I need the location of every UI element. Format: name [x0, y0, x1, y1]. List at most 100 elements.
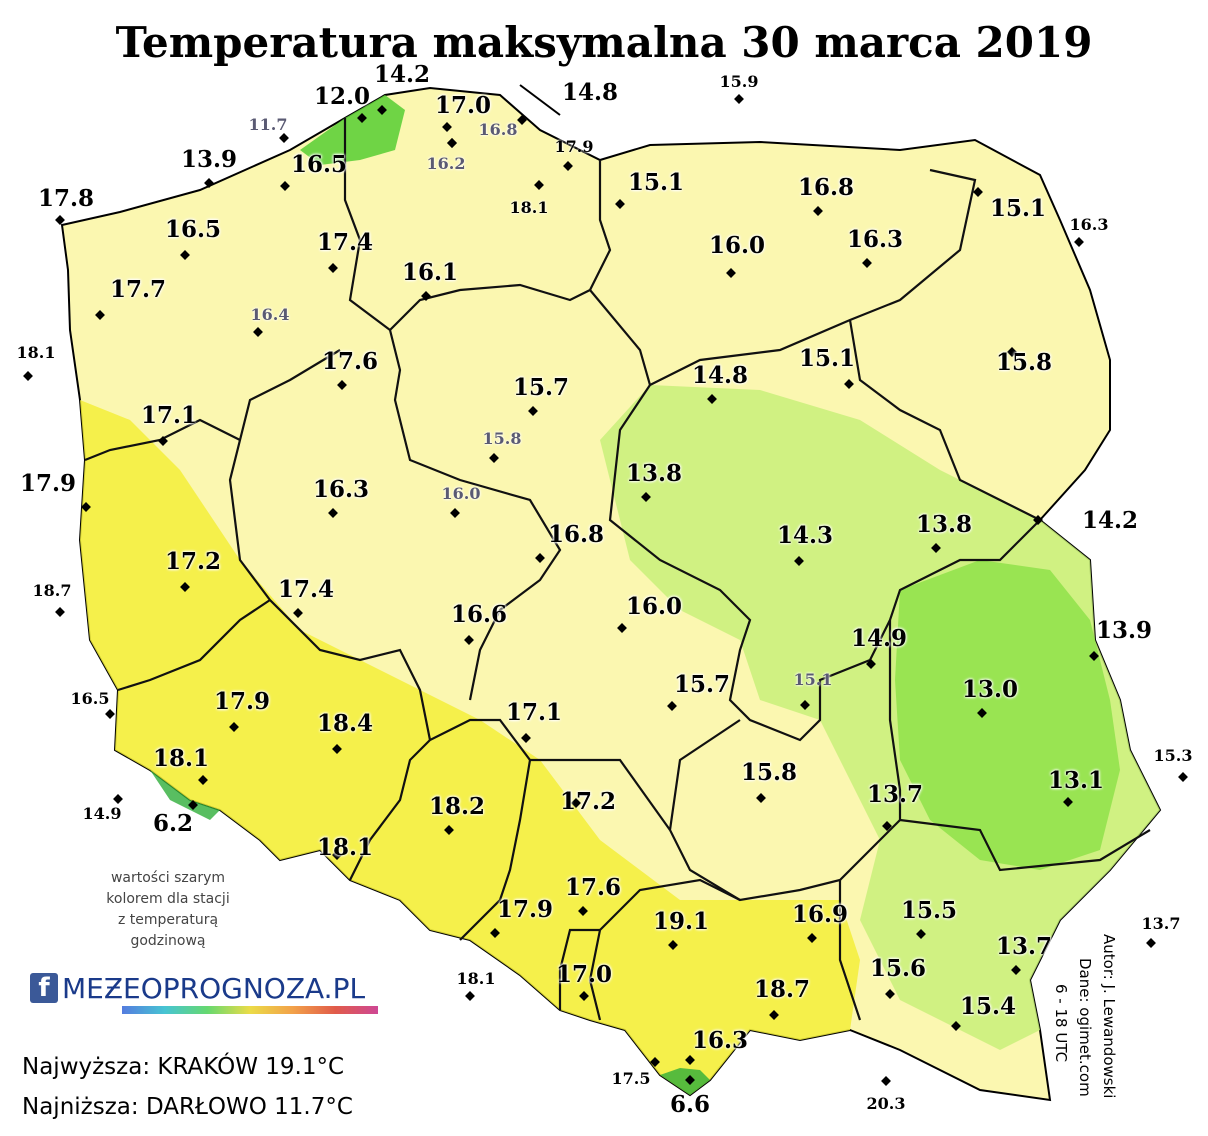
station-value: 17.1 [505, 699, 563, 726]
station-value: 17.4 [316, 229, 374, 256]
station-value: 16.8 [547, 521, 605, 548]
station-value: 6.6 [669, 1091, 711, 1118]
station-value: 17.2 [559, 788, 617, 815]
data-credit: Dane: ogimet.com [1076, 958, 1094, 1097]
facebook-icon[interactable]: f [30, 973, 58, 1003]
station-value: 14.8 [561, 79, 619, 106]
station-value: 17.9 [554, 137, 594, 156]
hours-credit: 6 - 18 UTC [1052, 984, 1070, 1063]
station-value: 17.2 [164, 548, 222, 575]
note-line: wartości szarym [110, 870, 226, 886]
author-credit: Autor: J. Lewandowski [1100, 934, 1118, 1099]
station-value: 13.8 [625, 460, 683, 487]
station-value: 13.0 [961, 676, 1019, 703]
station-value: 13.9 [180, 146, 238, 173]
station-value: 16.2 [426, 154, 466, 173]
station-value: 15.1 [627, 169, 685, 196]
cold-zone-lublin [895, 560, 1120, 870]
station-value: 16.6 [450, 601, 508, 628]
station-value: 16.5 [164, 216, 222, 243]
station-value: 14.9 [82, 804, 122, 823]
station-value: 6.2 [152, 810, 194, 837]
logo-color-bar [122, 1006, 378, 1014]
station-value: 16.4 [250, 305, 290, 324]
note-line: godzinową [130, 933, 206, 949]
station-value: 16.1 [401, 259, 459, 286]
station-value: 15.1 [989, 195, 1047, 222]
brand-text: MEƵEOPROGNOZA.PL [62, 972, 365, 1005]
station-value: 13.8 [915, 511, 973, 538]
station-value: 14.2 [1081, 507, 1139, 534]
station-value: 16.3 [691, 1027, 749, 1054]
station-value: 17.9 [19, 470, 77, 497]
station-value: 15.7 [673, 671, 731, 698]
station-value: 13.9 [1095, 617, 1153, 644]
station-value: 16.5 [70, 689, 110, 708]
station-value: 13.7 [995, 933, 1053, 960]
station-value: 15.5 [900, 897, 958, 924]
station-value: 14.2 [373, 61, 431, 88]
coastline-hel [519, 84, 561, 116]
station-value: 18.1 [456, 969, 496, 988]
station-value: 17.1 [140, 402, 198, 429]
min-summary: Najniższa: DARŁOWO 11.7°C [22, 1094, 353, 1120]
note-line: z temperaturą [117, 912, 219, 928]
station-value: 15.9 [719, 72, 759, 91]
station-value: 17.8 [37, 185, 95, 212]
station-value: 17.6 [564, 874, 622, 901]
station-value: 13.7 [866, 781, 924, 808]
brand-sep: Ƶ [103, 971, 124, 1005]
station-value: 18.1 [16, 343, 56, 362]
station-value: 17.9 [213, 688, 271, 715]
station-value: 14.8 [691, 362, 749, 389]
station-value: 15.3 [1153, 746, 1193, 765]
station-value: 19.1 [652, 908, 710, 935]
cold-sudety [150, 770, 220, 820]
warm-zone-south [80, 400, 860, 1095]
cold-tatry [660, 1068, 710, 1095]
max-summary: Najwyższa: KRAKÓW 19.1°C [22, 1054, 345, 1080]
station-value: 15.8 [740, 759, 798, 786]
station-value: 18.1 [509, 198, 549, 217]
gray-values-note: wartości szarym kolorem dla stacji z tem… [88, 868, 248, 952]
station-value: 11.7 [248, 115, 288, 134]
station-value: 15.8 [995, 349, 1053, 376]
station-value: 18.7 [32, 581, 72, 600]
station-value: 18.7 [753, 976, 811, 1003]
meteoprognoza-logo[interactable]: f MEƵEOPROGNOZA.PL [30, 970, 365, 1006]
station-value: 15.6 [869, 955, 927, 982]
station-value: 16.0 [708, 232, 766, 259]
station-value: 16.8 [797, 174, 855, 201]
station-value: 15.7 [512, 374, 570, 401]
station-value: 16.8 [478, 120, 518, 139]
station-value: 16.5 [290, 151, 348, 178]
station-value: 13.7 [1141, 914, 1181, 933]
station-value: 15.1 [798, 345, 856, 372]
station-value: 17.7 [109, 276, 167, 303]
map-title: Temperatura maksymalna 30 marca 2019 [115, 18, 1093, 67]
cool-zone-east [600, 385, 1160, 1050]
station-value: 14.3 [776, 522, 834, 549]
brand-me: ME [62, 971, 104, 1005]
station-value: 16.3 [312, 476, 370, 503]
note-line: kolorem dla stacji [106, 891, 230, 907]
station-value: 16.0 [441, 484, 481, 503]
station-value: 13.1 [1047, 767, 1105, 794]
station-value: 17.9 [496, 896, 554, 923]
station-value: 15.4 [959, 993, 1017, 1020]
region-borders [84, 118, 1151, 1021]
station-value: 18.1 [316, 834, 374, 861]
station-value: 16.9 [791, 901, 849, 928]
station-value: 17.0 [434, 92, 492, 119]
brand-rest: EOPROGNOZA.PL [123, 971, 366, 1005]
station-value: 16.3 [846, 226, 904, 253]
station-value: 18.2 [428, 793, 486, 820]
station-value: 15.8 [482, 429, 522, 448]
station-value: 17.5 [611, 1069, 651, 1088]
station-value: 18.1 [152, 745, 210, 772]
station-value: 17.6 [321, 348, 379, 375]
station-value: 20.3 [866, 1094, 906, 1113]
station-value: 12.0 [313, 83, 371, 110]
station-value: 16.3 [1069, 215, 1109, 234]
